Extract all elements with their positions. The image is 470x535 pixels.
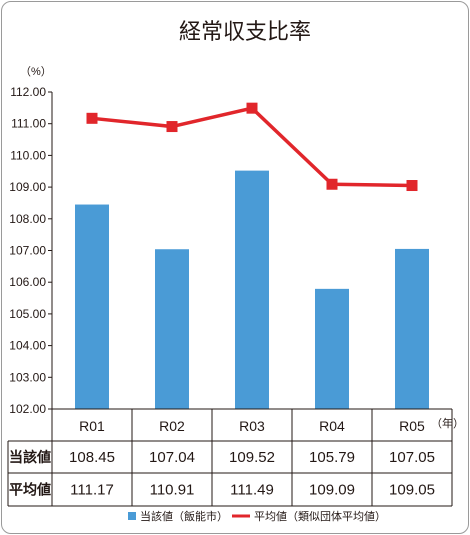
legend-label: 当該値（飯能市） [140, 509, 228, 523]
legend-label: 平均値（類似団体平均値） [254, 509, 386, 523]
table-row-header: 当該値 [9, 449, 51, 465]
y-tick-label: 106.00 [9, 275, 46, 289]
bars [75, 170, 429, 409]
table-cell: 109.52 [229, 449, 275, 466]
table-cell: 111.49 [230, 482, 274, 499]
legend: 当該値（飯能市） 平均値（類似団体平均値） [128, 509, 386, 523]
x-tick-label: R05 [399, 418, 425, 434]
average-marker [326, 178, 338, 190]
table-cell: 107.05 [389, 449, 435, 466]
x-tick-label: R03 [239, 418, 265, 434]
axes [48, 91, 53, 410]
average-marker [406, 180, 418, 192]
chart-title: 経常収支比率 [179, 19, 311, 44]
table-cell: 110.91 [150, 482, 195, 499]
table-cell: 109.09 [309, 482, 355, 499]
y-tick-label: 109.00 [9, 180, 46, 194]
table-row-header: 平均値 [9, 482, 51, 498]
x-tick-label: R01 [79, 418, 105, 434]
data-table: 当該値 108.45 107.04 109.52 105.79 107.05 平均値 111.… [7, 408, 453, 507]
x-tick-label: R04 [319, 418, 345, 434]
bar [235, 170, 269, 409]
average-marker [86, 112, 98, 124]
y-tick-label: 103.00 [9, 370, 46, 384]
y-tick-label: 111.00 [11, 117, 46, 131]
bar [395, 248, 429, 409]
x-tick-label: R02 [159, 418, 185, 434]
legend-swatch-bar [128, 512, 136, 520]
y-tick-label: 104.00 [9, 339, 46, 353]
y-tick-label: 105.00 [9, 307, 46, 321]
table-cell: 105.79 [309, 449, 355, 466]
y-tick-label: 107.00 [9, 244, 46, 258]
table-cell: 108.45 [69, 449, 115, 466]
y-axis-unit: （%） [20, 65, 52, 78]
bar [75, 204, 109, 409]
average-line [86, 102, 418, 192]
table-cell: 109.05 [389, 482, 435, 499]
bar [315, 288, 349, 409]
y-tick-label: 108.00 [9, 212, 46, 226]
bar [155, 249, 189, 409]
table-cell: 107.04 [149, 449, 195, 466]
y-tick-label: 112.00 [10, 85, 46, 99]
average-marker [166, 121, 178, 133]
average-marker [246, 102, 258, 114]
x-axis-unit: （年） [431, 416, 464, 430]
y-tick-label: 110.00 [10, 148, 46, 162]
y-tick-label: 102.00 [9, 402, 46, 416]
tick-labels: 102.00 103.00 104.00 105.00 106.00 107.00 108.… [9, 85, 425, 434]
table-cell: 111.17 [70, 482, 114, 499]
